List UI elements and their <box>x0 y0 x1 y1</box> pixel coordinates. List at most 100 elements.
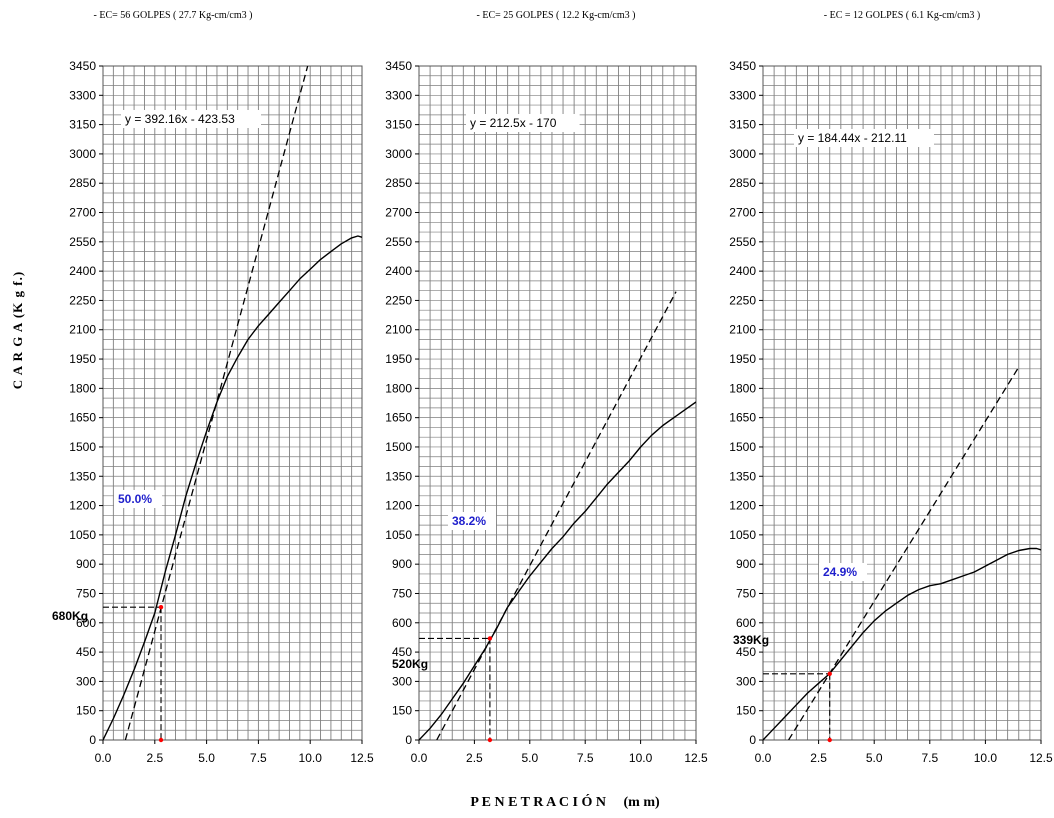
y-tick-label: 2850 <box>385 176 412 190</box>
y-tick-label: 900 <box>736 557 756 571</box>
y-tick-label: 0 <box>89 733 96 747</box>
y-tick-label: 0 <box>405 733 412 747</box>
y-tick-label: 3000 <box>729 147 756 161</box>
plot-area <box>419 291 696 740</box>
x-tick-label: 12.5 <box>684 751 708 765</box>
y-tick-label: 1800 <box>729 381 756 395</box>
y-tick-label: 2550 <box>729 235 756 249</box>
chart-panel-3: - EC = 12 GOLPES ( 6.1 Kg-cm/cm3 ) 0 150 30… <box>729 10 1053 765</box>
x-tick-label: 5.0 <box>521 751 538 765</box>
penetration-point-marker <box>158 737 164 743</box>
y-tick-label: 2700 <box>385 206 412 220</box>
y-tick-label: 3150 <box>69 118 96 132</box>
y-tick-label: 600 <box>76 616 96 630</box>
y-tick-label: 3150 <box>729 118 756 132</box>
y-tick-label: 900 <box>392 557 412 571</box>
y-tick-label: 2700 <box>69 206 96 220</box>
y-tick-label: 3150 <box>385 118 412 132</box>
y-tick-label: 600 <box>736 616 756 630</box>
y-tick-label: 150 <box>392 704 412 718</box>
y-tick-label: 1650 <box>385 411 412 425</box>
y-tick-label: 150 <box>736 704 756 718</box>
y-tick-label: 2400 <box>385 264 412 278</box>
x-tick-label: 5.0 <box>198 751 215 765</box>
chart-panel-2: - EC= 25 GOLPES ( 12.2 Kg-cm/cm3 ) 0 150 30… <box>385 10 708 765</box>
x-tick-label: 12.5 <box>350 751 374 765</box>
y-tick-label: 1650 <box>69 411 96 425</box>
load-point-marker <box>158 604 164 610</box>
tangent-line <box>124 66 309 740</box>
percent-label-bg <box>448 512 496 530</box>
plot-area <box>103 66 362 740</box>
y-tick-label: 750 <box>392 586 412 600</box>
y-tick-label: 1050 <box>385 528 412 542</box>
y-tick-label: 1500 <box>69 440 96 454</box>
x-tick-label: 7.5 <box>577 751 594 765</box>
y-tick-label: 3300 <box>729 88 756 102</box>
y-tick-label: 2100 <box>729 323 756 337</box>
y-tick-label: 1200 <box>385 499 412 513</box>
y-tick-label: 3300 <box>69 88 96 102</box>
y-tick-label: 2250 <box>729 293 756 307</box>
chart-title: - EC= 25 GOLPES ( 12.2 Kg-cm/cm3 ) <box>477 10 636 21</box>
percent-label: 38.2% <box>452 514 486 528</box>
y-tick-label: 2400 <box>729 264 756 278</box>
equation-label-bg <box>466 114 580 132</box>
y-tick-label: 2700 <box>729 206 756 220</box>
y-tick-label: 1350 <box>729 469 756 483</box>
equation-label-bg <box>121 110 261 128</box>
y-tick-label: 2100 <box>69 323 96 337</box>
y-tick-label: 1950 <box>729 352 756 366</box>
y-tick-label: 1950 <box>69 352 96 366</box>
y-tick-label: 1800 <box>385 381 412 395</box>
y-tick-label: 2850 <box>729 176 756 190</box>
percent-label-bg <box>114 490 162 508</box>
penetration-point-marker <box>827 737 832 743</box>
plot-frame <box>418 65 697 741</box>
y-tick-label: 3000 <box>69 147 96 161</box>
load-label: 520Kg <box>392 657 428 671</box>
load-label: 680Kg <box>52 609 88 623</box>
y-tick-label: 1950 <box>385 352 412 366</box>
x-tick-label: 5.0 <box>866 751 883 765</box>
y-tick-label: 2550 <box>69 235 96 249</box>
x-tick-label: 10.0 <box>299 751 323 765</box>
y-tick-label: 3000 <box>385 147 412 161</box>
y-tick-label: 2250 <box>69 293 96 307</box>
x-tick-label: 12.5 <box>1029 751 1053 765</box>
charts-root: - EC= 56 GOLPES ( 27.7 Kg-cm/cm3 ) 0 150 30… <box>52 10 1053 765</box>
load-curve <box>763 547 1041 740</box>
percent-label: 50.0% <box>118 492 152 506</box>
y-tick-label: 2400 <box>69 264 96 278</box>
y-tick-label: 0 <box>749 733 756 747</box>
y-tick-label: 450 <box>76 645 96 659</box>
percent-label-bg <box>819 563 867 581</box>
y-tick-label: 2550 <box>385 235 412 249</box>
y-tick-label: 1500 <box>729 440 756 454</box>
x-tick-label: 10.0 <box>974 751 998 765</box>
y-tick-label: 300 <box>76 674 96 688</box>
plot-frame <box>102 65 363 741</box>
load-point-marker <box>487 636 493 641</box>
x-axis-title: P E N E T R A C I Ó N (m m) <box>470 793 660 810</box>
y-tick-label: 1500 <box>385 440 412 454</box>
y-tick-label: 900 <box>76 557 96 571</box>
y-tick-label: 450 <box>392 645 412 659</box>
y-tick-label: 3300 <box>385 88 412 102</box>
equation-label: y = 392.16x - 423.53 <box>125 112 235 126</box>
percent-label: 24.9% <box>823 565 857 579</box>
equation-label: y = 212.5x - 170 <box>470 116 557 130</box>
y-tick-label: 1350 <box>69 469 96 483</box>
x-tick-label: 0.0 <box>755 751 772 765</box>
y-tick-label: 1800 <box>69 381 96 395</box>
load-curve <box>419 401 696 740</box>
chart-title: - EC= 56 GOLPES ( 27.7 Kg-cm/cm3 ) <box>94 10 253 21</box>
y-tick-label: 2100 <box>385 323 412 337</box>
y-tick-label: 300 <box>392 674 412 688</box>
y-tick-label: 3450 <box>385 59 412 73</box>
y-tick-label: 450 <box>736 645 756 659</box>
chart-title: - EC = 12 GOLPES ( 6.1 Kg-cm/cm3 ) <box>824 10 980 21</box>
y-tick-label: 2850 <box>69 176 96 190</box>
x-tick-label: 2.5 <box>146 751 163 765</box>
